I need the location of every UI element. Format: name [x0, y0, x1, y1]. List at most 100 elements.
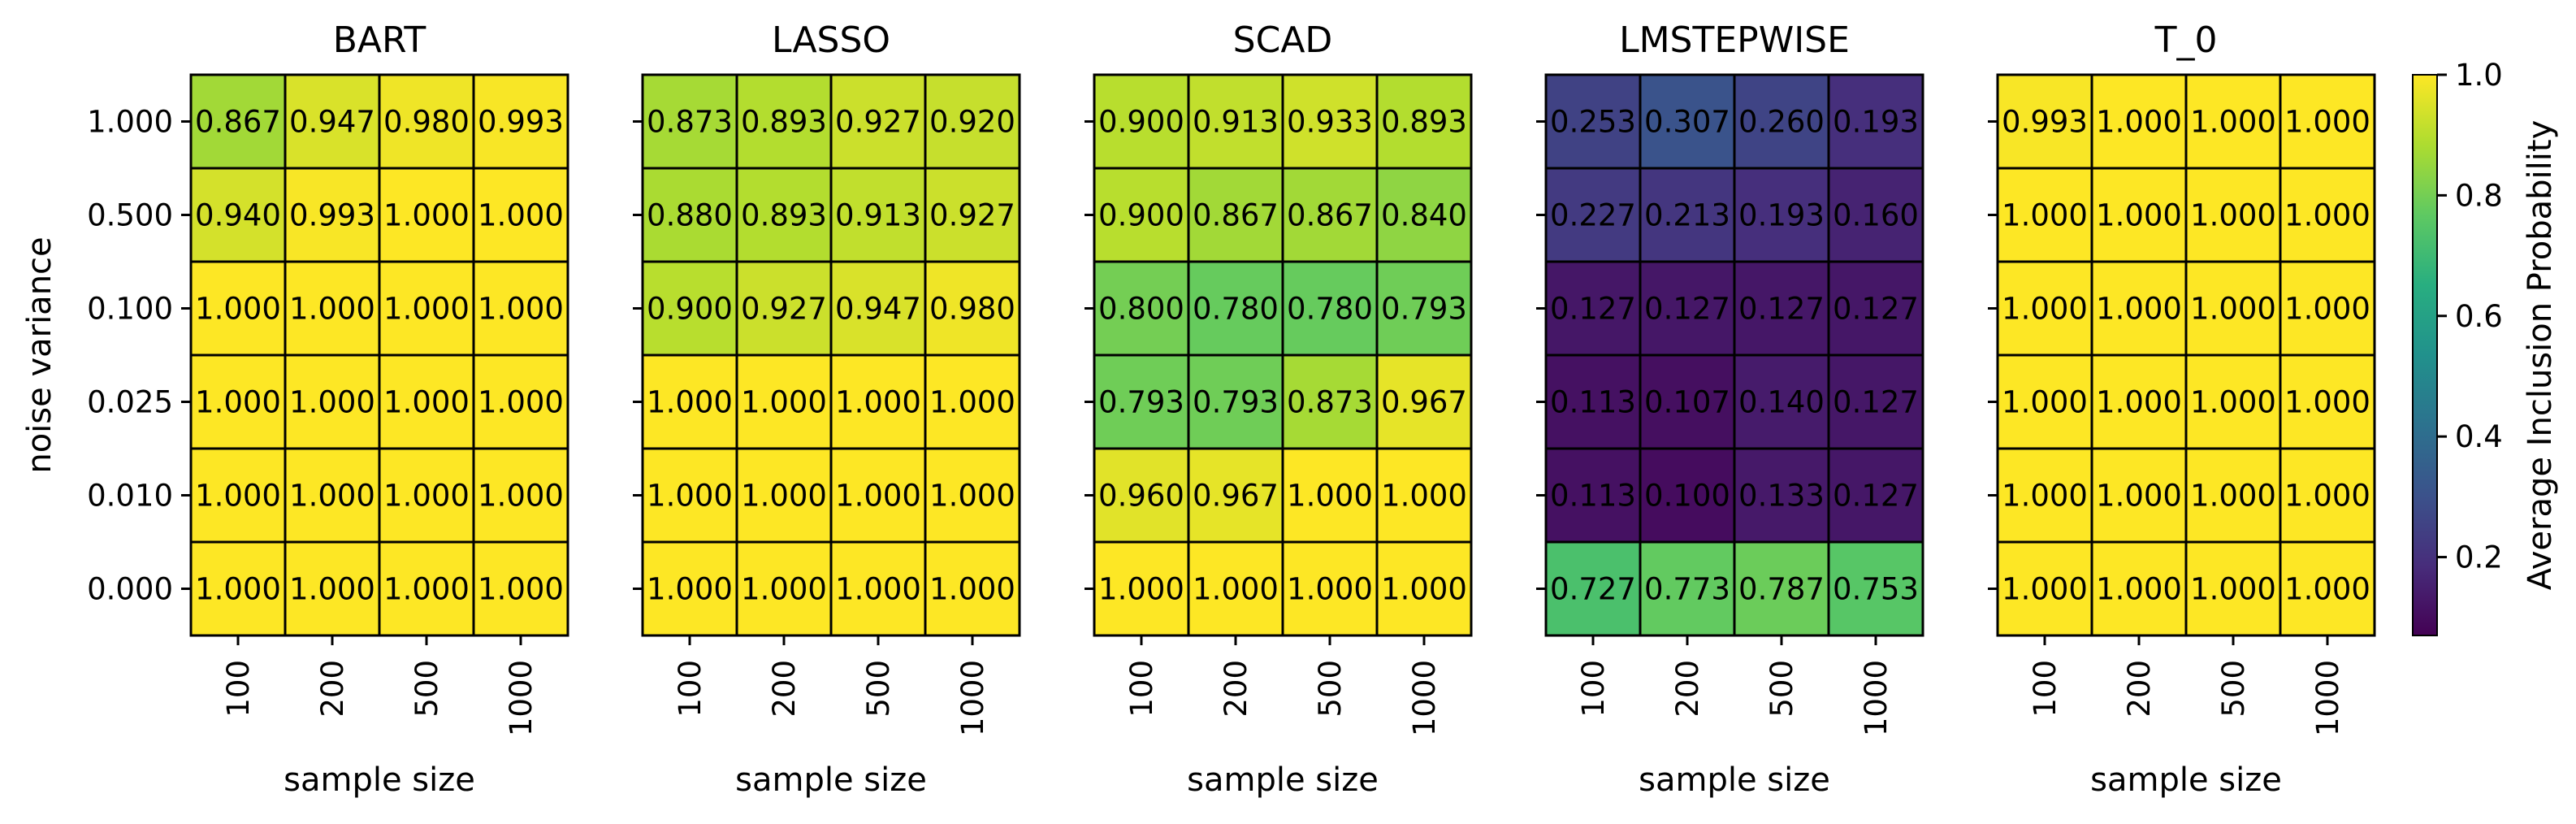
cell-value-label: 0.787: [1738, 572, 1825, 607]
colorbar-tick-label: 0.6: [2455, 299, 2503, 334]
x-axis-label: sample size: [284, 761, 475, 799]
cell-value-label: 1.000: [741, 385, 827, 420]
cell-value-label: 1.000: [383, 198, 470, 233]
cell-value-label: 0.873: [1287, 385, 1373, 420]
heatmap-cell: [1827, 540, 1924, 637]
colorbar-tick-label: 0.4: [2455, 419, 2503, 454]
cell-value-label: 0.880: [647, 198, 733, 233]
heatmap-cell: [1639, 167, 1736, 263]
heatmap-cell: [1375, 540, 1473, 637]
cell-value-label: 1.000: [741, 479, 827, 514]
cell-value-label: 1.000: [478, 479, 564, 514]
x-tick-label: 1000: [1859, 660, 1894, 736]
cell-value-label: 1.000: [289, 479, 375, 514]
cell-value-label: 1.000: [383, 479, 470, 514]
colorbar-label: Average Inclusion Probability: [2522, 120, 2559, 591]
cell-value-label: 0.867: [1287, 198, 1373, 233]
panel-title-2: SCAD: [1233, 20, 1333, 61]
cell-value-label: 0.113: [1550, 479, 1636, 514]
cell-value-label: 0.893: [741, 198, 827, 233]
cell-value-label: 0.127: [1833, 292, 1919, 327]
cell-value-label: 0.927: [741, 292, 827, 327]
cell-value-label: 1.000: [929, 385, 1015, 420]
heatmap-cell: [641, 447, 738, 544]
cell-value-label: 1.000: [383, 572, 470, 607]
cell-value-label: 1.000: [383, 292, 470, 327]
cell-value-label: 1.000: [1381, 479, 1467, 514]
heatmap-cell: [1827, 260, 1924, 357]
cell-value-label: 0.940: [195, 198, 281, 233]
cell-value-label: 0.993: [2002, 105, 2088, 140]
cell-value-label: 0.780: [1287, 292, 1373, 327]
cell-value-label: 1.000: [2002, 385, 2088, 420]
heatmap-cell: [472, 167, 569, 263]
cell-value-label: 1.000: [1381, 572, 1467, 607]
heatmap-cell: [2090, 73, 2188, 170]
cell-value-label: 1.000: [2096, 105, 2182, 140]
cell-value-label: 0.793: [1381, 292, 1467, 327]
cell-value-label: 0.900: [1098, 105, 1184, 140]
cell-value-label: 1.000: [2190, 572, 2276, 607]
x-tick-label: 200: [1670, 660, 1705, 718]
x-tick-label: 200: [1219, 660, 1253, 718]
cell-value-label: 1.000: [2002, 292, 2088, 327]
heatmap-cell: [924, 447, 1021, 544]
cell-value-label: 0.933: [1287, 105, 1373, 140]
cell-value-label: 1.000: [1287, 479, 1373, 514]
heatmap-cell: [284, 353, 381, 450]
panel-frame: [1996, 73, 2376, 637]
heatmap-cell: [1093, 540, 1190, 637]
heatmap-cell: [735, 447, 833, 544]
cell-value-label: 0.127: [1833, 385, 1919, 420]
cell-value-label: 0.867: [195, 105, 281, 140]
cell-value-label: 1.000: [1098, 572, 1184, 607]
heatmap-cell: [1093, 353, 1190, 450]
cell-value-label: 0.773: [1644, 572, 1730, 607]
heatmap-cell: [1827, 167, 1924, 263]
cell-value-label: 1.000: [2096, 479, 2182, 514]
x-axis-label: sample size: [1187, 761, 1379, 799]
heatmap-cell: [1733, 447, 1830, 544]
heatmap-cell: [2184, 540, 2282, 637]
cell-value-label: 0.193: [1833, 105, 1919, 140]
heatmap-cell: [1996, 353, 2093, 450]
cell-value-label: 0.920: [929, 105, 1015, 140]
panel-frame: [189, 73, 569, 637]
cell-value-label: 1.000: [741, 572, 827, 607]
x-tick-label: 500: [409, 660, 444, 718]
cell-value-label: 0.947: [289, 105, 375, 140]
panel-title-1: LASSO: [772, 20, 890, 61]
cell-value-label: 0.253: [1550, 105, 1636, 140]
x-tick-label: 100: [673, 660, 708, 718]
cell-value-label: 1.000: [289, 385, 375, 420]
cell-value-label: 0.127: [1644, 292, 1730, 327]
cell-value-label: 1.000: [835, 572, 921, 607]
x-tick-label: 500: [2216, 660, 2251, 718]
heatmap-cell: [2184, 167, 2282, 263]
cell-value-label: 0.133: [1738, 479, 1825, 514]
heatmap-cell: [472, 353, 569, 450]
cell-value-label: 0.993: [478, 105, 564, 140]
y-tick-label: 1.000: [87, 105, 173, 140]
cell-value-label: 1.000: [195, 572, 281, 607]
heatmap-cell: [2090, 167, 2188, 263]
heatmap-cell: [1639, 353, 1736, 450]
cell-value-label: 0.947: [835, 292, 921, 327]
cell-value-label: 0.213: [1644, 198, 1730, 233]
heatmap-cell: [284, 260, 381, 357]
cell-value-label: 1.000: [2096, 198, 2182, 233]
cell-value-label: 1.000: [2002, 479, 2088, 514]
cell-value-label: 1.000: [2284, 198, 2370, 233]
cell-value-label: 1.000: [2190, 198, 2276, 233]
heatmap-cell: [1187, 167, 1284, 263]
y-tick-label: 0.500: [87, 198, 173, 233]
heatmap-cell: [1996, 73, 2093, 170]
heatmap-cell: [284, 73, 381, 170]
cell-value-label: 0.993: [289, 198, 375, 233]
cell-value-label: 1.000: [195, 292, 281, 327]
heatmap-cell: [1639, 540, 1736, 637]
cell-value-label: 0.980: [929, 292, 1015, 327]
cell-value-label: 0.127: [1833, 479, 1919, 514]
